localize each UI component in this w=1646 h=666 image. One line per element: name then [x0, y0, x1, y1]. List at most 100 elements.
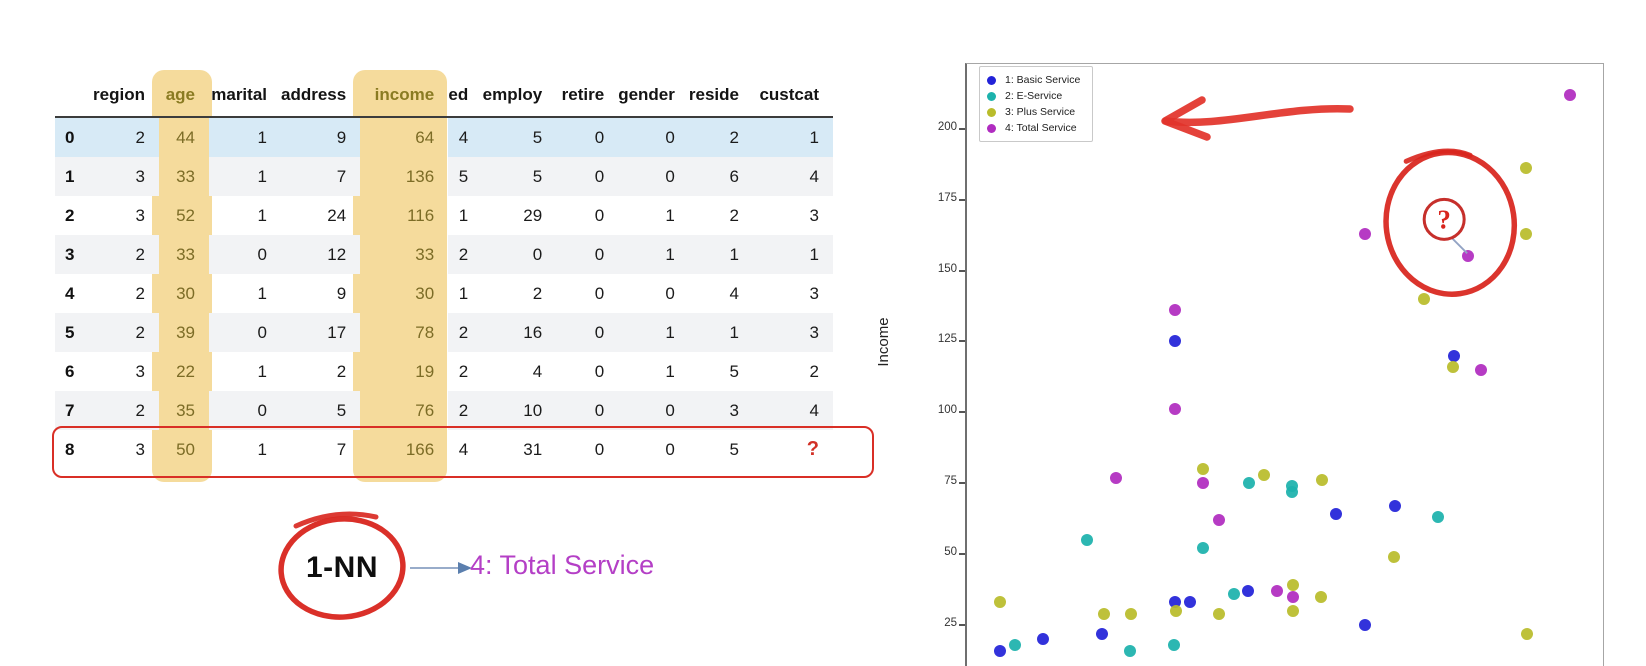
- table-cell: 166: [405, 439, 435, 459]
- legend-dot-icon: [987, 107, 996, 117]
- table-cell: 3: [752, 313, 833, 352]
- table-row: 4 2 30 1 9 30 1 2 0 0 4 3: [55, 274, 833, 313]
- y-tick-mark: [959, 127, 965, 130]
- scatter-point: [1563, 88, 1576, 101]
- scatter-point: [1168, 403, 1181, 416]
- scatter-point: [1448, 349, 1461, 362]
- table-cell: 6: [688, 157, 753, 196]
- legend-item: 4: Total Service: [987, 120, 1080, 136]
- column-header: ed: [448, 74, 483, 118]
- table-cell: 78: [415, 322, 435, 342]
- table-cell: 0: [618, 391, 689, 430]
- table-cell: 1: [458, 283, 469, 303]
- table-cell: 0: [556, 391, 619, 430]
- scatter-point: [1242, 584, 1255, 597]
- column-header: employ: [482, 74, 557, 118]
- table-cell: 64: [415, 127, 435, 147]
- y-tick-mark: [959, 553, 965, 556]
- table-cell: 50: [176, 439, 195, 459]
- table-cell: 0: [594, 283, 605, 303]
- scatter-point: [1167, 638, 1180, 651]
- row-index: 7: [55, 391, 93, 430]
- column-header: address: [281, 74, 361, 118]
- legend-dot-icon: [987, 123, 996, 133]
- scatter-point: [1474, 363, 1487, 376]
- row-index: 3: [55, 235, 93, 274]
- table-cell: 5: [729, 439, 739, 459]
- scatter-point: [1432, 511, 1445, 524]
- row-index: 1: [55, 157, 93, 196]
- table-cell: 2: [93, 313, 159, 352]
- table-cell: 10: [482, 391, 557, 430]
- scatter-point: [1123, 644, 1136, 657]
- table-cell: 0: [665, 283, 675, 303]
- table-cell: 12: [281, 235, 361, 274]
- y-tick-label: 200: [937, 120, 957, 133]
- table-body: 0 2 44 1 9 64 4 5 0 0 2 1 1 3 33 1 7 136 5 5 0 0 6 4 2 3 52 1 24 116 1…: [55, 117, 833, 469]
- legend-label: 4: Total Service: [1005, 122, 1077, 134]
- knn-annotation: 1-NN 4: Total Service: [268, 498, 698, 648]
- table-cell: 5: [281, 391, 361, 430]
- table-cell: 2: [93, 117, 159, 157]
- table-cell: 30: [415, 283, 435, 303]
- table-cell: 1: [618, 313, 689, 352]
- table-cell: 0: [482, 235, 557, 274]
- table-cell: 31: [523, 439, 543, 459]
- scatter-point: [1008, 638, 1021, 651]
- table-cell: 76: [415, 400, 435, 420]
- scatter-point: [1168, 335, 1181, 348]
- table-cell: 33: [176, 244, 195, 264]
- table-cell: 1: [688, 235, 753, 274]
- table-cell: 5: [448, 157, 483, 196]
- scatter-point: [1521, 627, 1534, 640]
- row-index: 0: [55, 117, 93, 157]
- legend-label: 1: Basic Service: [1005, 74, 1081, 86]
- table-cell: 0: [665, 439, 675, 459]
- table-cell: 1: [257, 205, 267, 225]
- scatter-point: [1389, 499, 1402, 512]
- column-header: gender: [618, 74, 689, 118]
- legend-label: 2: E-Service: [1005, 90, 1063, 102]
- table-cell: ?: [806, 438, 819, 460]
- scatter-point: [1242, 477, 1255, 490]
- y-tick-mark: [959, 624, 965, 626]
- age-column-highlight: [152, 70, 212, 482]
- table-cell: 35: [176, 400, 195, 420]
- row-index: 6: [65, 361, 75, 381]
- scatter-point: [1170, 604, 1183, 617]
- table-cell: 1: [688, 313, 753, 352]
- row-index: 5: [55, 313, 93, 352]
- table-row: 0 2 44 1 9 64 4 5 0 0 2 1: [55, 117, 833, 157]
- scatter-point: [1446, 360, 1459, 373]
- table-cell: 1: [209, 117, 281, 157]
- table-cell: 2: [336, 361, 347, 381]
- y-axis-label: Income: [875, 317, 892, 367]
- table-cell: 0: [556, 313, 619, 352]
- scatter-point: [1270, 584, 1283, 597]
- table-cell: 0: [556, 157, 619, 196]
- scatter-point: [1285, 485, 1298, 498]
- table-cell: 4: [532, 361, 543, 381]
- table-cell: 0: [594, 361, 605, 381]
- column-header: retire: [556, 74, 619, 118]
- scatter-point: [1462, 250, 1475, 263]
- table-cell: 2: [93, 391, 159, 430]
- table-row: 5 2 39 0 17 78 2 16 0 1 1 3: [55, 313, 833, 352]
- knn-label: 1-NN: [305, 551, 378, 584]
- table-cell: 1: [665, 361, 675, 381]
- table-cell: 3: [135, 205, 145, 225]
- y-tick-mark: [959, 198, 965, 201]
- column-header: age: [159, 74, 209, 118]
- table-cell: 2: [688, 117, 753, 157]
- row-index: 2: [65, 205, 75, 225]
- table-cell: 2: [448, 391, 483, 430]
- scatter-point: [1359, 619, 1372, 631]
- table-cell: 19: [415, 361, 435, 381]
- table-cell: 0: [556, 117, 619, 157]
- table-row: 3 2 33 0 12 33 2 0 0 1 1 1: [55, 235, 833, 274]
- table-cell: 2: [532, 283, 543, 303]
- table-cell: 39: [176, 322, 195, 342]
- table-cell: 29: [523, 205, 543, 225]
- table-cell: 9: [336, 283, 347, 303]
